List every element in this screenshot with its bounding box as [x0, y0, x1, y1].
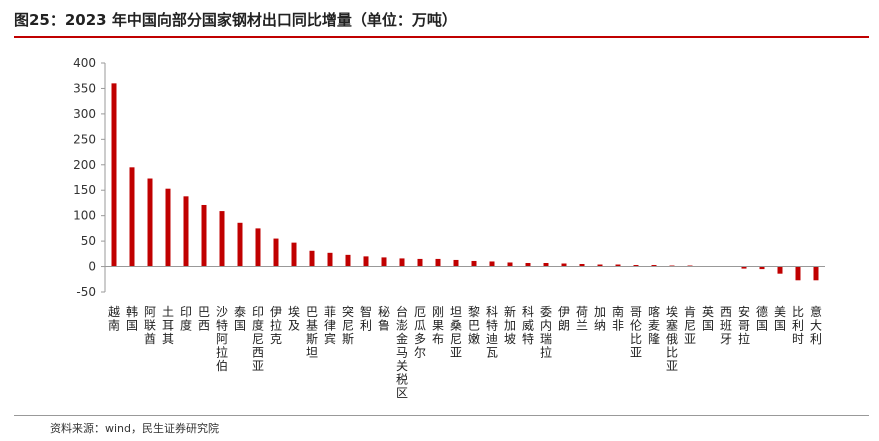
title-divider [14, 36, 869, 38]
x-category-label: 新加坡 [504, 304, 516, 346]
x-category-label: 越南 [108, 305, 120, 333]
bar [255, 228, 261, 267]
x-category-label: 埃及 [288, 305, 300, 333]
bar [363, 256, 369, 267]
bar [435, 258, 441, 267]
bar [165, 188, 171, 267]
bar [201, 204, 207, 267]
bar [795, 266, 801, 281]
bar [237, 222, 243, 267]
x-category-label: 泰国 [234, 305, 246, 333]
x-category-label: 伊拉克 [270, 305, 282, 346]
bar [543, 262, 549, 267]
x-category-label: 英国 [702, 305, 714, 333]
x-category-label: 安哥拉 [738, 304, 750, 346]
x-category-label: 荷兰 [576, 305, 588, 333]
bar [579, 264, 585, 267]
x-category-label: 阿联酋 [144, 305, 156, 346]
y-tick-label: 350 [73, 81, 96, 95]
x-category-label: 印度 [180, 305, 192, 333]
bar [669, 265, 675, 267]
bars [111, 83, 819, 281]
y-axis: 400 350 300 250 200 150 100 50 0 -50 [73, 56, 106, 299]
x-category-label: 菲律宾 [324, 305, 336, 346]
bar [399, 258, 405, 267]
x-category-label: 突尼斯 [342, 304, 354, 346]
x-category-label: 德国 [756, 304, 768, 333]
x-category-label: 埃塞俄比亚 [666, 305, 678, 373]
x-category-label: 比利时 [792, 305, 804, 346]
y-tick-label: 300 [73, 107, 96, 121]
y-tick-label: 0 [88, 260, 96, 274]
x-category-label: 伊朗 [558, 305, 570, 333]
bar [183, 196, 189, 267]
bar [651, 265, 657, 267]
bar [741, 266, 747, 269]
bar [273, 238, 279, 267]
x-category-label: 哥伦比亚 [630, 305, 642, 360]
bar [759, 266, 765, 270]
bar [309, 250, 315, 267]
bar [597, 264, 603, 267]
x-category-label: 西班牙 [720, 305, 732, 346]
bar [777, 266, 783, 274]
x-category-label: 黎巴嫩 [468, 305, 480, 346]
bar [381, 257, 387, 267]
x-category-label: 加纳 [594, 305, 606, 333]
x-category-label: 巴西 [198, 305, 210, 333]
x-category-label: 秘鲁 [378, 305, 390, 333]
x-category-label: 委内瑞拉 [540, 305, 552, 360]
bar [327, 252, 333, 267]
bar [507, 262, 513, 267]
x-category-label: 南非 [612, 304, 624, 333]
bar [111, 83, 117, 267]
x-category-label: 美国 [774, 305, 786, 333]
bar [615, 264, 621, 267]
bar [633, 265, 639, 267]
bar [687, 265, 693, 267]
x-category-label: 科特迪瓦 [486, 305, 498, 360]
x-category-label: 台澎金马关税区 [396, 304, 408, 400]
bar [489, 261, 495, 267]
y-tick-label: 400 [73, 56, 96, 70]
x-category-label: 刚果布 [432, 305, 444, 346]
x-category-label: 科威特 [522, 305, 534, 346]
bar [561, 263, 567, 267]
bar [147, 178, 153, 267]
bar [525, 262, 531, 267]
x-category-label: 智利 [360, 304, 372, 333]
y-tick-label: 150 [73, 183, 96, 197]
x-category-label: 厄瓜多尔 [414, 305, 426, 360]
bar [129, 167, 135, 267]
bar [453, 259, 459, 267]
x-category-label: 意大利 [810, 304, 822, 346]
x-category-label: 坦桑尼亚 [450, 305, 462, 360]
bar [345, 254, 351, 267]
y-tick-label: 200 [73, 158, 96, 172]
y-tick-label: 250 [73, 132, 96, 146]
x-category-label: 土耳其 [162, 305, 174, 346]
x-category-label: 喀麦隆 [648, 305, 660, 346]
source-divider [14, 415, 869, 416]
bar [471, 260, 477, 267]
y-tick-label: -50 [76, 285, 96, 299]
x-category-label: 肯尼亚 [684, 305, 696, 346]
x-category-label: 印度尼西亚 [252, 305, 264, 373]
bar [417, 258, 423, 267]
source-note: 资料来源：wind，民生证券研究院 [50, 422, 220, 435]
x-category-label: 巴基斯坦 [306, 305, 318, 360]
chart-title: 图25：2023 年中国向部分国家钢材出口同比增量（单位：万吨） [14, 11, 457, 29]
y-tick-label: 100 [73, 209, 96, 223]
bar [813, 266, 819, 281]
x-category-label: 韩国 [126, 304, 138, 333]
category-labels: 越南韩国阿联酋土耳其印度巴西沙特阿拉伯泰国印度尼西亚伊拉克埃及巴基斯坦菲律宾突尼… [108, 304, 822, 400]
bar [219, 211, 225, 267]
y-tick-label: 50 [81, 234, 96, 248]
bar [291, 242, 297, 267]
x-category-label: 沙特阿拉伯 [216, 305, 228, 373]
